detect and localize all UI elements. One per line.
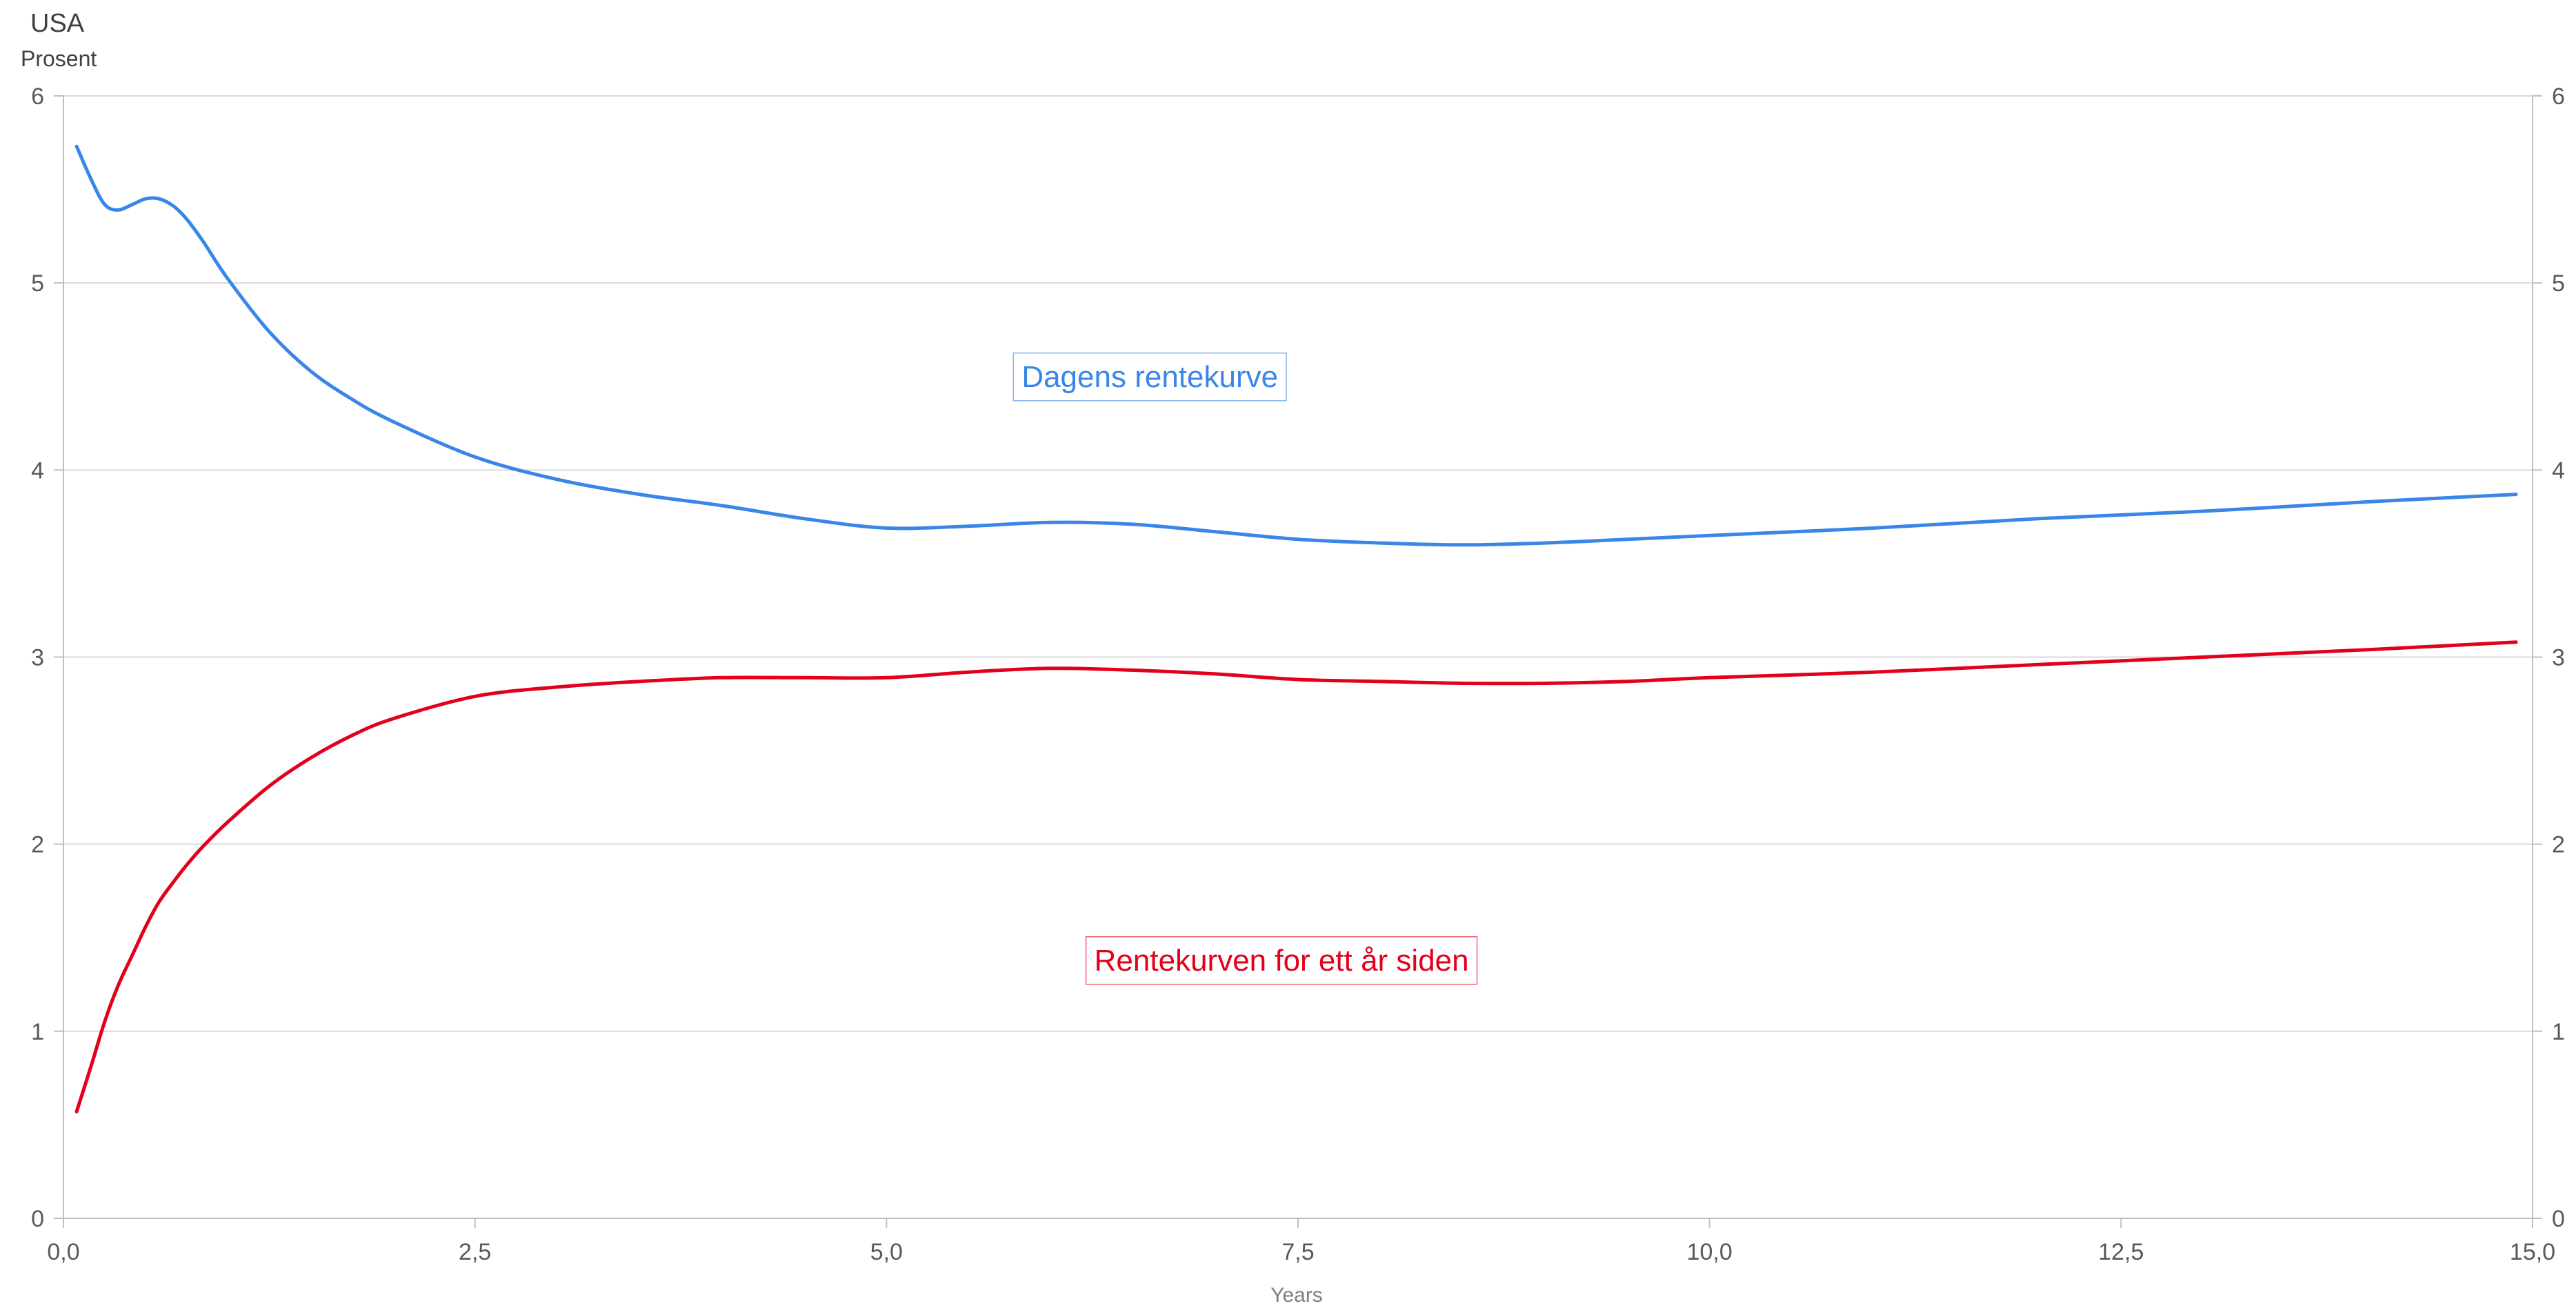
- series-line-2: [74, 640, 2518, 1113]
- x-tick-label: 2,5: [459, 1239, 491, 1265]
- y-tick-label-right: 4: [2552, 457, 2565, 484]
- y-tick-label-left: 1: [31, 1019, 44, 1045]
- x-tick-label: 12,5: [2098, 1239, 2144, 1265]
- y-tick-label-left: 5: [31, 270, 44, 297]
- annotation-box: [1012, 353, 1287, 402]
- x-axis-ticks: 0,0 2,5 5,0 7,5 10,0 12,5 15,0: [47, 1218, 2555, 1265]
- y-tick-label-right: 5: [2552, 270, 2565, 297]
- y-tick-label-left: 0: [31, 1206, 44, 1232]
- series-lines: [74, 144, 2518, 1113]
- x-tick-label: 0,0: [47, 1239, 79, 1265]
- series-line-1: [74, 144, 2518, 547]
- x-tick-label: 15,0: [2510, 1239, 2555, 1265]
- y-tick-label-left: 2: [31, 832, 44, 858]
- y-tick-label-right: 0: [2552, 1206, 2565, 1232]
- annotation-box: [1085, 936, 1478, 985]
- chart-title: USA: [30, 9, 85, 38]
- annotation-text: Rentekurven for ett år siden: [1095, 944, 1469, 978]
- y-tick-label-right: 1: [2552, 1019, 2565, 1045]
- series-annotations: Dagens rentekurve Rentekurven for ett år …: [1012, 353, 1478, 985]
- y-tick-label-left: 6: [31, 83, 44, 110]
- x-tick-label: 7,5: [1281, 1239, 1314, 1265]
- y-tick-label-right: 3: [2552, 645, 2565, 671]
- annotation-label-2: Rentekurven for ett år siden: [1085, 936, 1478, 985]
- y-tick-label-left: 3: [31, 645, 44, 671]
- y-tick-label-right: 6: [2552, 83, 2565, 110]
- x-axis-label: Years: [1270, 1284, 1323, 1307]
- y-axis-unit-label: Prosent: [21, 46, 97, 71]
- x-tick-label: 5,0: [870, 1239, 903, 1265]
- gridlines: [63, 95, 2533, 1032]
- y-axis-right-ticks: 0 1 2 3 4 5 6: [2533, 83, 2565, 1232]
- annotation-label-1: Dagens rentekurve: [1012, 353, 1287, 402]
- y-tick-label-right: 2: [2552, 832, 2565, 858]
- annotation-text: Dagens rentekurve: [1021, 360, 1278, 394]
- y-axis-left-ticks: 0 1 2 3 4 5 6: [31, 83, 63, 1232]
- y-tick-label-left: 4: [31, 457, 44, 484]
- x-tick-label: 10,0: [1687, 1239, 1733, 1265]
